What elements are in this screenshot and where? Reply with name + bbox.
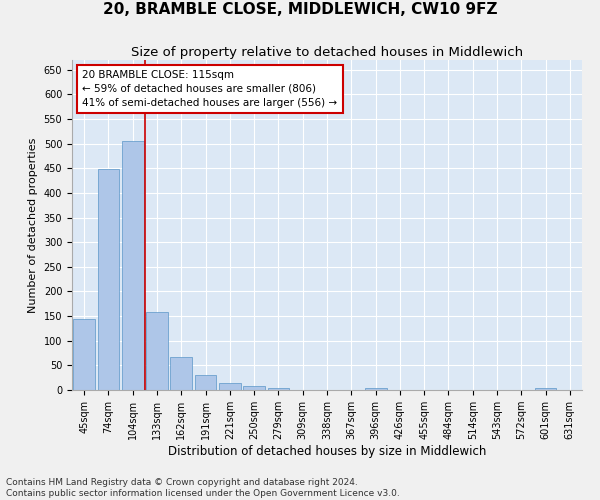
Bar [73, 318, 95, 390]
Bar [243, 386, 265, 390]
Text: Contains HM Land Registry data © Crown copyright and database right 2024.
Contai: Contains HM Land Registry data © Crown c… [6, 478, 400, 498]
Y-axis label: Number of detached properties: Number of detached properties [28, 138, 38, 312]
Title: Size of property relative to detached houses in Middlewich: Size of property relative to detached ho… [131, 46, 523, 59]
Bar [146, 312, 168, 390]
Bar [268, 388, 289, 390]
Bar [219, 383, 241, 390]
Bar [170, 357, 192, 390]
Text: 20, BRAMBLE CLOSE, MIDDLEWICH, CW10 9FZ: 20, BRAMBLE CLOSE, MIDDLEWICH, CW10 9FZ [103, 2, 497, 18]
Bar [365, 388, 386, 390]
Bar [97, 170, 119, 390]
Text: 20 BRAMBLE CLOSE: 115sqm
← 59% of detached houses are smaller (806)
41% of semi-: 20 BRAMBLE CLOSE: 115sqm ← 59% of detach… [82, 70, 337, 108]
Bar [194, 375, 217, 390]
Bar [122, 142, 143, 390]
Bar [535, 388, 556, 390]
X-axis label: Distribution of detached houses by size in Middlewich: Distribution of detached houses by size … [168, 445, 486, 458]
